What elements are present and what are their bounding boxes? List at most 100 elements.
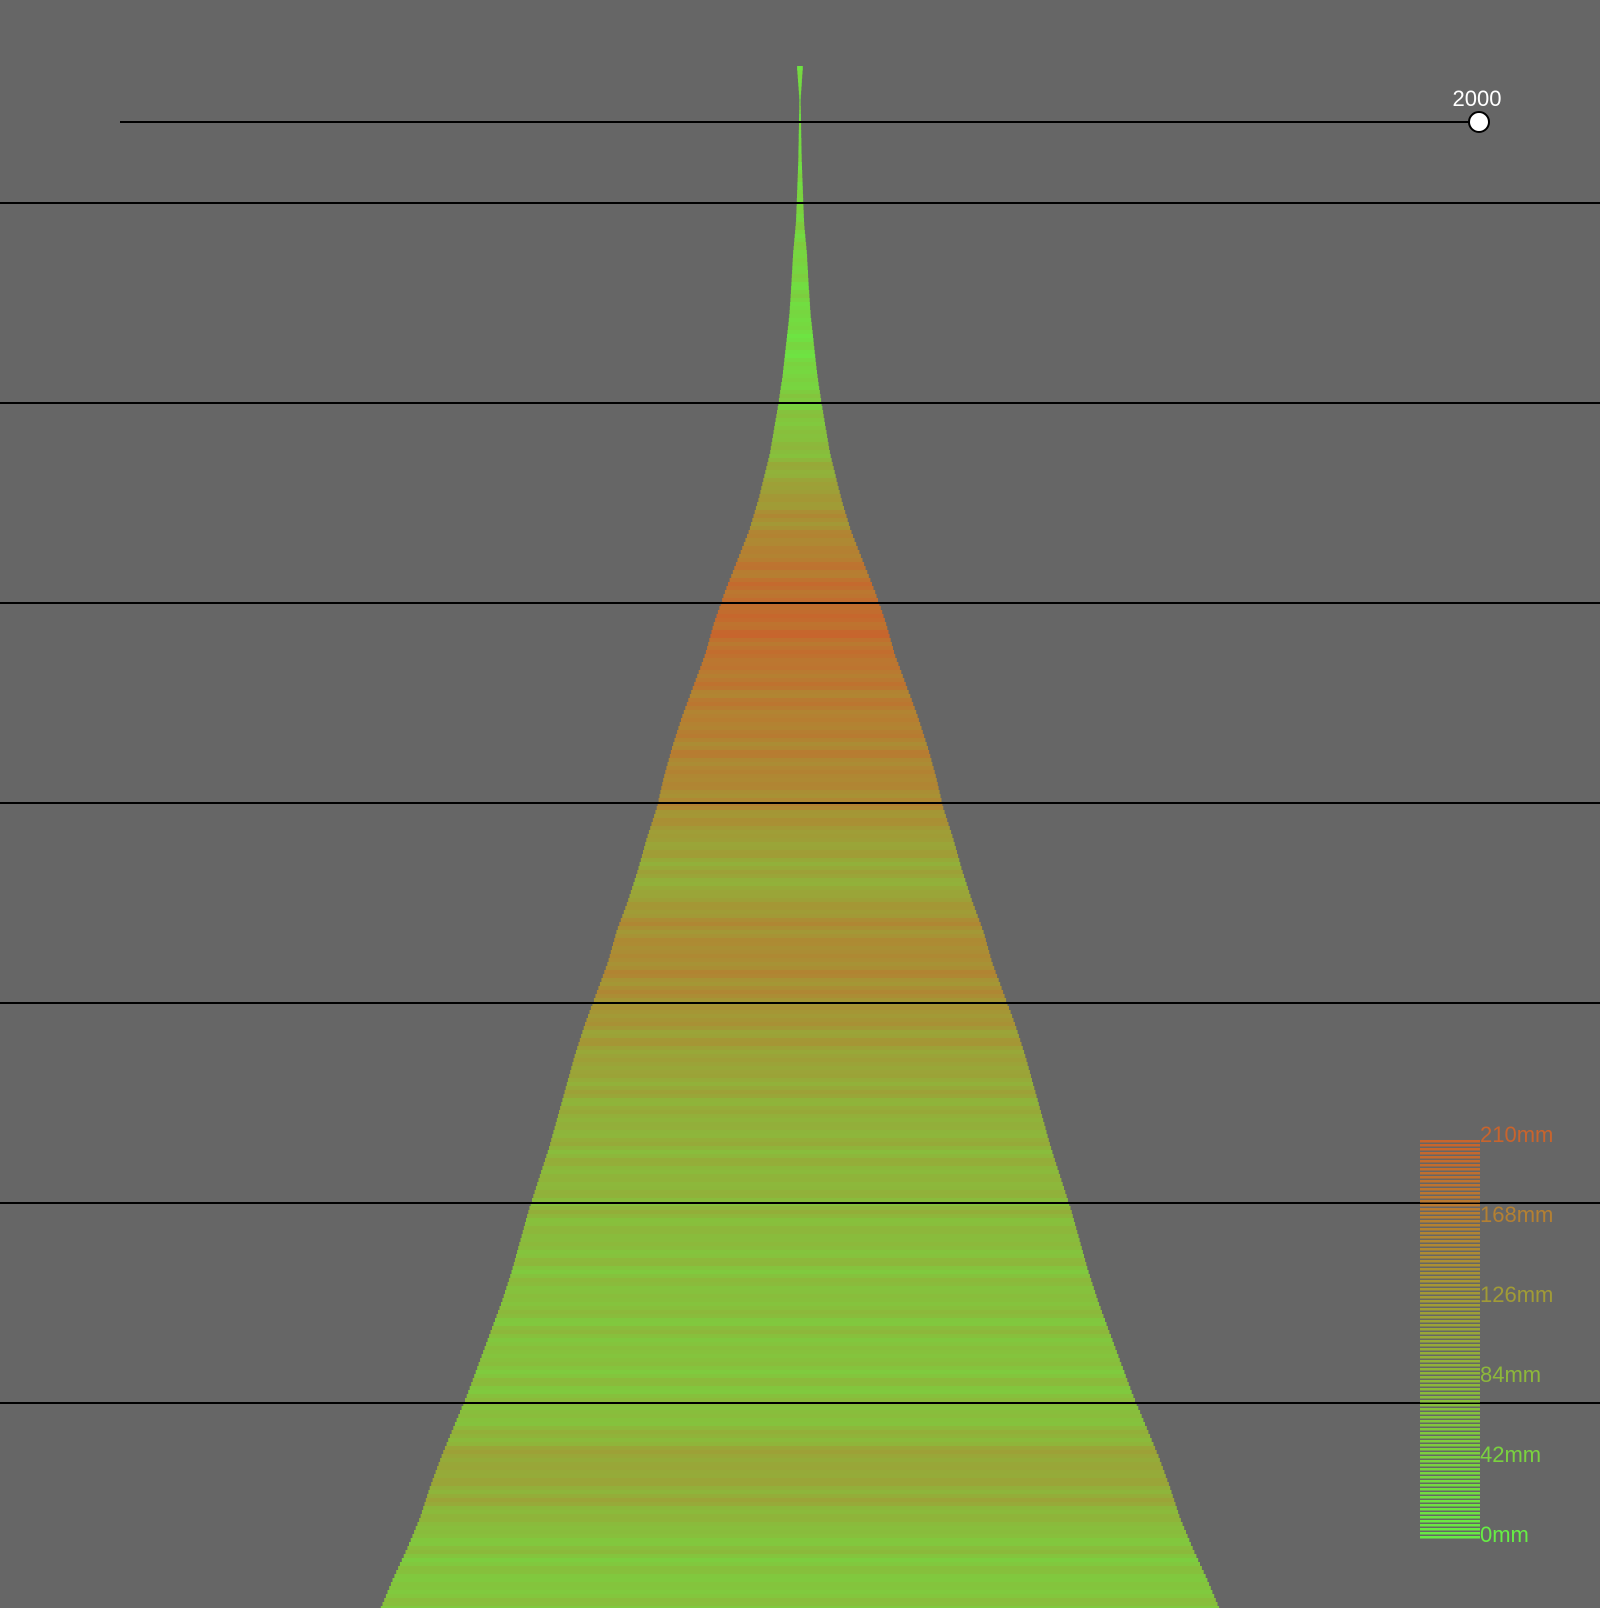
profile-strip	[790, 290, 810, 295]
profile-strip	[537, 1182, 1063, 1187]
profile-strip	[567, 1078, 1032, 1083]
profile-strip	[571, 1066, 1029, 1071]
profile-strip	[798, 146, 802, 151]
profile-strip	[489, 1334, 1112, 1339]
profile-strip	[407, 1546, 1193, 1551]
profile-strip	[622, 914, 978, 919]
profile-strip	[743, 542, 857, 547]
profile-strip	[720, 602, 880, 607]
profile-strip	[776, 414, 824, 419]
color-legend: 210mm 168mm 126mm 84mm 42mm 0mm	[1420, 1122, 1553, 1547]
profile-strip	[604, 970, 996, 975]
profile-strip	[481, 1354, 1119, 1359]
profile-strip	[557, 1114, 1043, 1119]
profile-strip	[794, 238, 806, 243]
legend-bar-stripe	[1420, 1200, 1480, 1203]
profile-strip	[658, 798, 942, 803]
profile-strip	[478, 1362, 1122, 1367]
profile-strip	[797, 170, 803, 175]
profile-strip	[530, 1202, 1070, 1207]
profile-strip	[787, 326, 813, 331]
profile-strip	[546, 1154, 1054, 1159]
profile-strip	[380, 1606, 1220, 1608]
profile-strip	[798, 126, 802, 131]
profile-strip	[577, 1046, 1023, 1051]
profile-strip	[414, 1530, 1187, 1535]
legend-bar-stripe	[1420, 1476, 1480, 1479]
profile-strip	[729, 578, 871, 583]
profile-strip	[392, 1578, 1208, 1583]
profile-strip	[480, 1358, 1120, 1363]
legend-bar-stripe	[1420, 1288, 1480, 1291]
legend-bar-stripe	[1420, 1216, 1480, 1219]
profile-strip	[403, 1554, 1197, 1559]
legend-bar-stripe	[1420, 1380, 1480, 1383]
profile-strip	[717, 610, 883, 615]
profile-strip	[798, 158, 802, 163]
profile-strip	[732, 570, 868, 575]
profile-strip	[791, 282, 809, 287]
profile-strip	[790, 302, 810, 307]
legend-bar-stripe	[1420, 1516, 1480, 1519]
profile-strip	[785, 350, 815, 355]
profile-strip	[616, 930, 984, 935]
profile-strip	[786, 338, 814, 343]
profile-strip	[421, 1510, 1179, 1515]
legend-bar-stripe	[1420, 1436, 1480, 1439]
year-slider[interactable]: 2000	[120, 86, 1501, 133]
profile-strip	[463, 1402, 1137, 1407]
profile-strip	[412, 1534, 1188, 1539]
profile-strip	[799, 102, 801, 107]
profile-strip	[420, 1514, 1180, 1519]
profile-strip	[588, 1014, 1013, 1019]
profile-strip	[503, 1294, 1097, 1299]
profile-strip	[798, 166, 802, 171]
profile-strip	[787, 334, 813, 339]
profile-strip	[665, 770, 935, 775]
profile-strip	[783, 366, 817, 371]
profile-strip	[779, 394, 821, 399]
legend-bar-stripe	[1420, 1524, 1480, 1527]
profile-strip	[686, 702, 914, 707]
profile-strip	[495, 1318, 1105, 1323]
profile-strip	[774, 422, 825, 427]
profile-strip	[757, 502, 843, 507]
legend-bar-stripe	[1420, 1244, 1480, 1247]
legend-bar-stripe	[1420, 1356, 1480, 1359]
profile-strip	[623, 910, 977, 915]
profile-strip	[669, 754, 931, 759]
profile-strip	[761, 486, 839, 491]
profile-strip	[692, 686, 908, 691]
profile-strip	[659, 794, 941, 799]
legend-bar-stripe	[1420, 1528, 1480, 1531]
profile-strip	[639, 862, 961, 867]
profile-strip	[774, 426, 826, 431]
gridlines	[0, 202, 1600, 1404]
profile-strip	[630, 890, 970, 895]
profile-strip	[441, 1454, 1159, 1459]
profile-strip	[444, 1446, 1156, 1451]
legend-bar-stripe	[1420, 1460, 1480, 1463]
profile-strip	[545, 1158, 1055, 1163]
profile-strip	[791, 286, 809, 291]
legend-bar-stripe	[1420, 1420, 1480, 1423]
profile-strip	[789, 306, 811, 311]
profile-strip	[660, 790, 940, 795]
profile-strip	[661, 786, 939, 791]
legend-bar-stripe	[1420, 1172, 1480, 1175]
profile-strip	[795, 230, 805, 235]
profile-strip	[572, 1062, 1028, 1067]
profile-strip	[394, 1574, 1206, 1579]
profile-strip	[440, 1458, 1160, 1463]
legend-bar-stripe	[1420, 1364, 1480, 1367]
profile-strip	[754, 510, 846, 515]
profile-strip	[798, 162, 802, 167]
legend-bar-stripe	[1420, 1144, 1480, 1147]
profile-strip	[798, 138, 802, 143]
legend-bar-stripe	[1420, 1204, 1480, 1207]
profile-strip	[521, 1234, 1079, 1239]
legend-bar-stripe	[1420, 1496, 1480, 1499]
profile-strip	[793, 254, 808, 259]
profile-strip	[410, 1538, 1190, 1543]
slider-handle[interactable]	[1468, 111, 1490, 133]
